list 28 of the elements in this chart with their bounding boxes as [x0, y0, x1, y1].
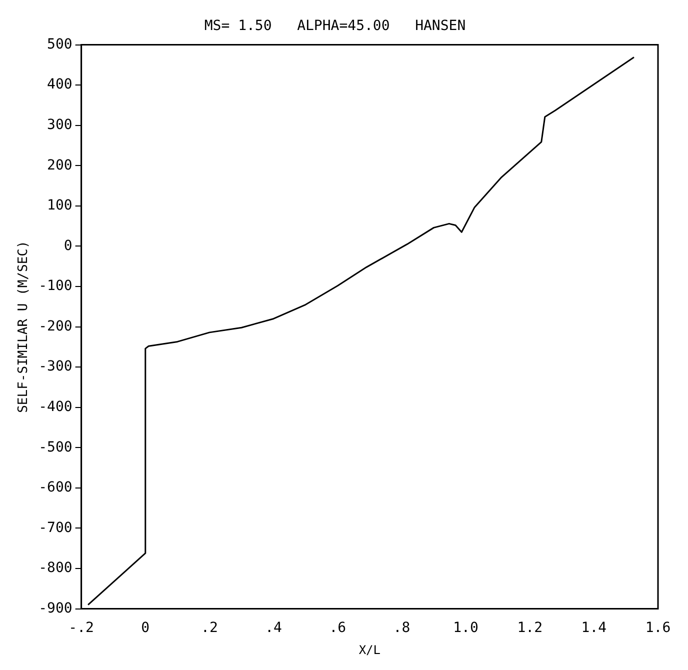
x-tick-label: .4 — [265, 620, 282, 636]
y-tick-label: -700 — [38, 520, 72, 536]
y-tick-label: 400 — [47, 76, 72, 93]
x-tick-label: 0 — [141, 620, 150, 636]
x-tick-label: 1.2 — [517, 620, 542, 636]
chart-title: MS= 1.50 ALPHA=45.00 HANSEN — [204, 18, 466, 34]
x-tick-label: .8 — [393, 620, 410, 636]
x-tick-label: .2 — [201, 620, 218, 636]
y-tick-label: -100 — [38, 278, 72, 294]
x-tick-label: 1.0 — [453, 620, 478, 636]
y-tick-label: 300 — [47, 117, 72, 134]
y-tick-label: 200 — [47, 157, 72, 174]
y-tick-label: -400 — [38, 399, 72, 416]
y-axis-title: SELF-SIMILAR U (M/SEC) — [16, 240, 32, 413]
y-tick-label: 500 — [47, 36, 72, 52]
y-tick-label: -300 — [38, 358, 72, 375]
y-tick-label: -800 — [38, 560, 72, 576]
x-tick-label: -.2 — [68, 620, 94, 636]
x-tick-label: .6 — [329, 620, 346, 636]
y-tick-label: 100 — [47, 198, 72, 214]
y-tick-label: 0 — [64, 238, 72, 254]
y-tick-label: -200 — [38, 318, 72, 334]
y-tick-label: -600 — [38, 480, 72, 496]
x-axis-title: X/L — [358, 642, 380, 657]
y-tick-label: -500 — [38, 439, 72, 456]
x-tick-label: 1.6 — [645, 620, 671, 636]
x-tick-label: 1.4 — [581, 620, 607, 636]
y-tick-label: -900 — [38, 600, 72, 616]
